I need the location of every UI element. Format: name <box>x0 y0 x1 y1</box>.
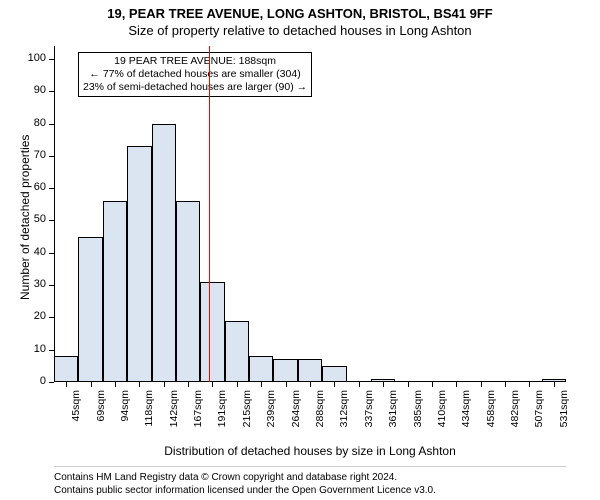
chart-title-line1: 19, PEAR TREE AVENUE, LONG ASHTON, BRIST… <box>0 0 600 21</box>
x-tick <box>286 382 287 387</box>
y-tick <box>49 156 54 157</box>
annotation-line: 23% of semi-detached houses are larger (… <box>83 81 307 94</box>
x-tick <box>432 382 433 387</box>
bar <box>371 379 395 382</box>
x-tick-label: 337sqm <box>363 390 375 490</box>
bar <box>542 379 566 382</box>
bar <box>103 201 127 382</box>
x-tick-label: 458sqm <box>485 390 497 490</box>
x-tick <box>359 382 360 387</box>
x-tick-label: 239sqm <box>265 390 277 490</box>
x-tick-label: 69sqm <box>95 390 107 490</box>
bar <box>54 356 78 382</box>
x-tick <box>554 382 555 387</box>
x-tick-label: 531sqm <box>558 390 570 490</box>
bar <box>249 356 273 382</box>
x-tick <box>529 382 530 387</box>
x-tick-label: 507sqm <box>533 390 545 490</box>
y-tick <box>49 382 54 383</box>
x-tick <box>66 382 67 387</box>
x-tick-label: 215sqm <box>241 390 253 490</box>
x-tick <box>237 382 238 387</box>
annotation-line: 19 PEAR TREE AVENUE: 188sqm <box>83 55 307 68</box>
bar <box>176 201 200 382</box>
y-tick <box>49 317 54 318</box>
x-tick <box>115 382 116 387</box>
y-tick <box>49 188 54 189</box>
annotation-box: 19 PEAR TREE AVENUE: 188sqm← 77% of deta… <box>78 52 312 97</box>
bar <box>127 146 151 382</box>
y-tick <box>49 91 54 92</box>
marker-line <box>209 46 211 382</box>
bar <box>200 282 224 382</box>
x-tick <box>261 382 262 387</box>
x-tick <box>310 382 311 387</box>
x-tick <box>383 382 384 387</box>
x-tick <box>212 382 213 387</box>
bar <box>225 321 249 382</box>
y-tick-label: 60 <box>19 181 46 193</box>
bar <box>298 359 322 382</box>
bar <box>78 237 102 382</box>
x-tick <box>91 382 92 387</box>
y-tick-label: 80 <box>19 117 46 129</box>
x-tick <box>188 382 189 387</box>
y-tick <box>49 220 54 221</box>
y-tick-label: 50 <box>19 213 46 225</box>
y-tick-label: 10 <box>19 343 46 355</box>
y-tick-label: 70 <box>19 149 46 161</box>
x-tick-label: 482sqm <box>509 390 521 490</box>
bar <box>273 359 297 382</box>
x-tick-label: 118sqm <box>143 390 155 490</box>
x-tick-label: 94sqm <box>119 390 131 490</box>
x-tick-label: 45sqm <box>70 390 82 490</box>
x-tick-label: 410sqm <box>436 390 448 490</box>
y-tick <box>49 124 54 125</box>
x-tick-label: 288sqm <box>314 390 326 490</box>
chart-title-line2: Size of property relative to detached ho… <box>0 21 600 38</box>
bar <box>152 124 176 382</box>
x-tick-label: 191sqm <box>216 390 228 490</box>
x-tick-label: 361sqm <box>387 390 399 490</box>
x-tick-label: 167sqm <box>192 390 204 490</box>
chart-container: 19, PEAR TREE AVENUE, LONG ASHTON, BRIST… <box>0 0 600 500</box>
y-tick <box>49 350 54 351</box>
y-tick-label: 90 <box>19 84 46 96</box>
x-tick <box>334 382 335 387</box>
annotation-line: ← 77% of detached houses are smaller (30… <box>83 68 307 81</box>
y-tick-label: 20 <box>19 310 46 322</box>
x-tick-label: 434sqm <box>460 390 472 490</box>
x-tick <box>481 382 482 387</box>
x-tick <box>456 382 457 387</box>
x-tick <box>408 382 409 387</box>
y-tick <box>49 59 54 60</box>
y-tick <box>49 285 54 286</box>
y-tick-label: 40 <box>19 246 46 258</box>
x-tick-label: 264sqm <box>290 390 302 490</box>
x-tick <box>505 382 506 387</box>
bar <box>322 366 346 382</box>
x-tick-label: 385sqm <box>412 390 424 490</box>
x-tick <box>164 382 165 387</box>
x-tick-label: 142sqm <box>168 390 180 490</box>
y-tick-label: 100 <box>19 52 46 64</box>
y-tick-label: 30 <box>19 278 46 290</box>
y-tick <box>49 253 54 254</box>
x-tick-label: 312sqm <box>338 390 350 490</box>
x-tick <box>139 382 140 387</box>
y-tick-label: 0 <box>19 375 46 387</box>
